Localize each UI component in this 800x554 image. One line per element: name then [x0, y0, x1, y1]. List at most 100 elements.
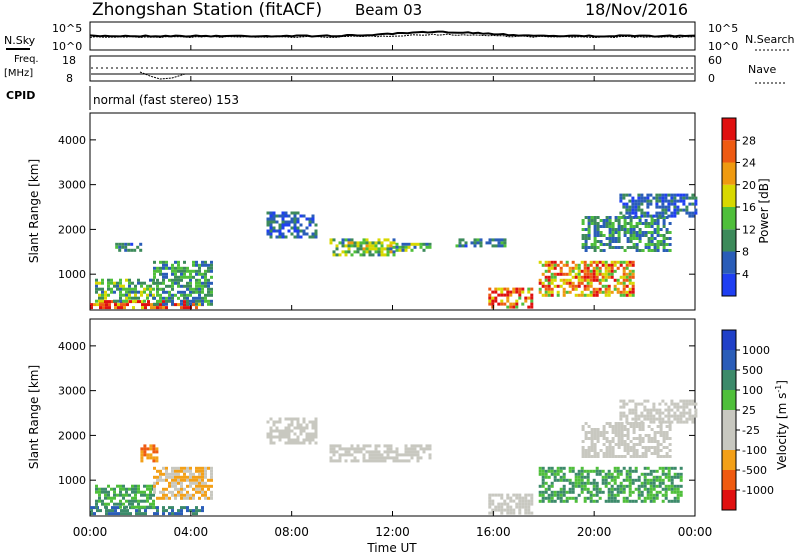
velocity-cell [583, 487, 587, 491]
velocity-cell [518, 493, 522, 497]
power-cell [530, 299, 534, 303]
velocity-cell [290, 441, 294, 445]
power-cell [147, 303, 150, 307]
power-cell [177, 269, 180, 273]
power-cell [118, 242, 122, 246]
velocity-cell [506, 508, 510, 512]
power-cell [506, 287, 510, 291]
velocity-cell [269, 429, 273, 433]
power-cell [625, 211, 629, 215]
power-cell [104, 293, 107, 297]
velocity-cell [515, 502, 519, 506]
velocity-cell [656, 440, 660, 443]
power-cell [640, 199, 644, 203]
power-cell [171, 272, 174, 276]
velocity-cell [670, 499, 674, 503]
velocity-cell [553, 472, 557, 476]
power-cell [204, 281, 207, 285]
velocity-cell [120, 512, 123, 516]
velocity-cell [296, 438, 300, 442]
velocity-cell [638, 443, 642, 446]
power-cell [611, 231, 615, 234]
power-cell [156, 302, 159, 306]
velocity-cell [335, 450, 339, 454]
velocity-cell [335, 459, 339, 463]
power-cell [113, 299, 116, 303]
power-cell [491, 296, 495, 300]
velocity-cell [168, 472, 171, 476]
power-cell [204, 293, 207, 297]
velocity-cell [126, 512, 129, 516]
power-cell [667, 202, 671, 206]
velocity-cell [168, 481, 171, 485]
power-cell [577, 269, 581, 273]
velocity-cell [305, 435, 309, 439]
velocity-cell [620, 428, 624, 431]
power-cell [506, 296, 510, 300]
power-cell [632, 225, 636, 228]
power-cell [126, 303, 129, 307]
velocity-cell [602, 425, 606, 428]
power-cell [143, 299, 146, 303]
power-cell [607, 287, 611, 291]
velocity-cell [611, 440, 615, 443]
velocity-cell [676, 408, 680, 412]
velocity-cell [299, 441, 303, 445]
velocity-cell [655, 475, 659, 479]
velocity-cell [165, 509, 168, 513]
velocity-cell [623, 455, 627, 458]
velocity-cell [593, 434, 597, 437]
velocity-cell [165, 496, 168, 500]
velocity-cell [119, 490, 122, 494]
power-cell [284, 211, 288, 215]
velocity-cell [614, 434, 618, 437]
velocity-cell [356, 450, 360, 454]
power-cell [180, 269, 183, 273]
velocity-cell [183, 493, 186, 497]
power-ytick-label: 4000 [58, 134, 86, 147]
velocity-cell [140, 447, 144, 451]
velocity-cell [595, 493, 599, 497]
velocity-cell [638, 437, 642, 440]
power-cell [198, 290, 201, 294]
power-cell [118, 248, 122, 252]
velocity-cell [647, 434, 651, 437]
velocity-cell [568, 490, 572, 494]
power-cell [168, 296, 171, 300]
velocity-cell [602, 452, 606, 455]
velocity-cell [512, 511, 516, 515]
velocity-cell [616, 499, 620, 503]
power-cell [491, 244, 495, 248]
velocity-cell [584, 431, 588, 434]
velocity-cell [620, 455, 624, 458]
power-cell [131, 290, 134, 294]
power-cell [596, 231, 600, 234]
power-cell [102, 306, 105, 310]
velocity-cell [649, 408, 653, 412]
velocity-cell [521, 505, 525, 509]
velocity-cell [638, 422, 642, 425]
power-cell [156, 278, 159, 282]
power-cell [115, 245, 119, 249]
power-heatmap [90, 193, 698, 310]
power-cell [580, 278, 584, 282]
power-cell [688, 214, 692, 218]
velocity-cell [659, 434, 663, 437]
velocity-cell [416, 453, 420, 457]
power-cell [589, 284, 593, 288]
velocity-cell [290, 429, 294, 433]
power-cell [632, 237, 636, 240]
power-cell [116, 281, 119, 285]
velocity-cell [171, 512, 174, 516]
power-cell [341, 244, 345, 248]
velocity-cell [628, 484, 632, 488]
power-cell [101, 293, 104, 297]
velocity-cell [416, 444, 420, 448]
power-cell [503, 238, 507, 242]
velocity-cell [643, 408, 647, 412]
power-cell [296, 220, 300, 224]
velocity-cell [302, 438, 306, 442]
velocity-cell [538, 499, 542, 503]
power-cell [611, 225, 615, 228]
